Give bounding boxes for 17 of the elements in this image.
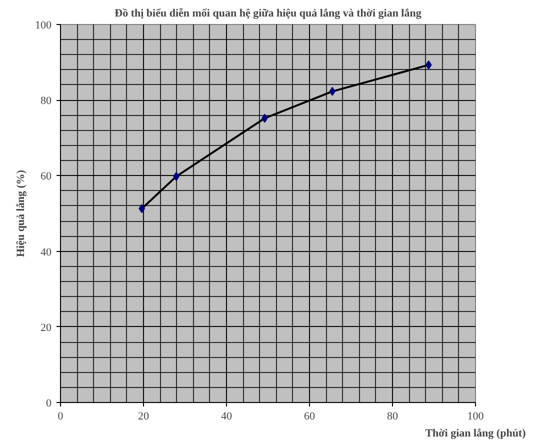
y-tick-label: 0	[46, 398, 52, 410]
y-tick-label: 80	[40, 95, 52, 108]
x-tick-label: 80	[387, 410, 398, 422]
point	[425, 60, 432, 70]
y-axis-title: Hiệu quả lắng (%)	[15, 170, 27, 258]
chart-title: Đồ thị biểu diễn mối quan hệ giữa hiệu quả lắng và thời gian lắng	[114, 8, 422, 20]
x-tick-label: 20	[138, 410, 150, 422]
y-tick-label: 60	[40, 170, 52, 183]
y-tick-label: 40	[40, 246, 52, 258]
y-tick-label: 100	[35, 20, 52, 32]
x-tick-label: 60	[304, 410, 316, 422]
x-tick-label: 40	[221, 410, 232, 422]
x-axis-title: Thời gian lắng (phút)	[425, 428, 526, 440]
x-tick-label: 100	[467, 410, 484, 422]
x-tick-label: 0	[58, 410, 64, 422]
y-tick-label: 20	[40, 322, 52, 334]
point	[138, 204, 146, 214]
